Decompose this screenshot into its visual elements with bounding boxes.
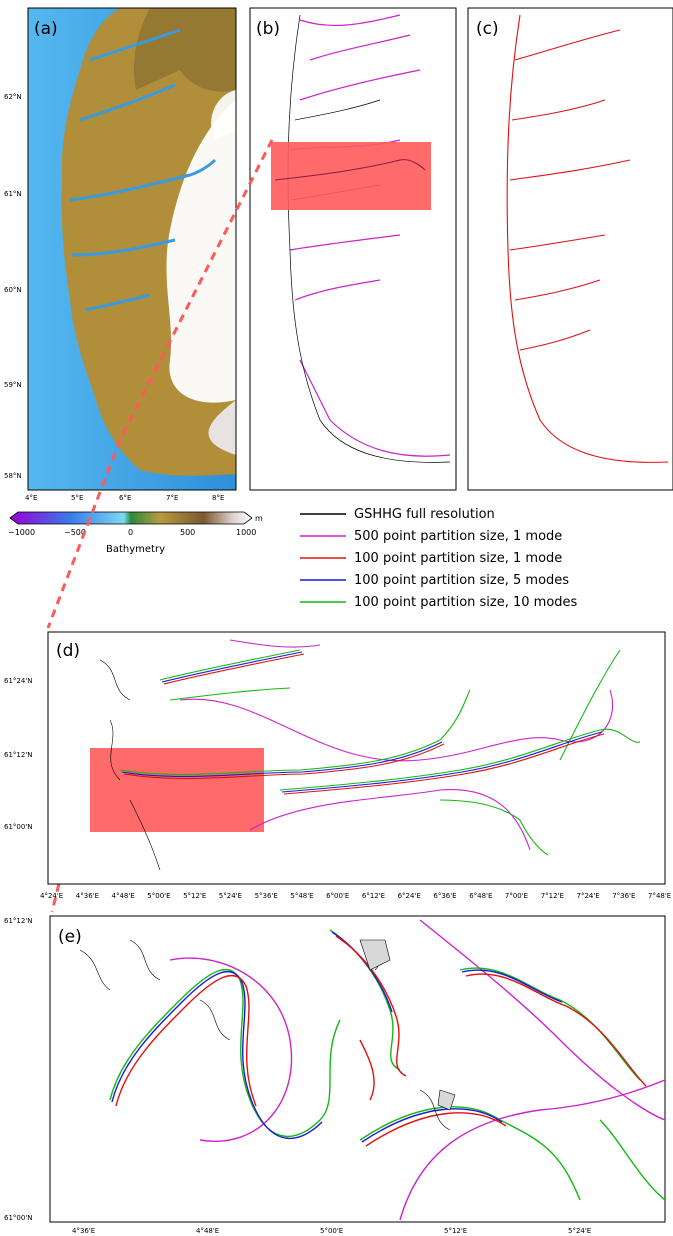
lat-ticks-d: 61°24'N 61°12'N 61°00'N (4, 677, 32, 831)
lon-ticks-d: 4°24'E 4°36'E 4°48'E 5°00'E 5°12'E 5°24'E 5°36… (40, 892, 671, 900)
lon-tick: 7°24'E (577, 892, 600, 900)
colorbar-tick: 1000 (236, 528, 256, 537)
panel-e: (e) 61°12'N 61°00'N 4°36'E 4°48'E 5°00'E… (4, 915, 666, 1235)
lon-tick: 5°12'E (183, 892, 206, 900)
legend-label: GSHHG full resolution (354, 507, 495, 522)
lat-tick: 61°00'N (4, 1214, 32, 1222)
lon-tick: 7°36'E (612, 892, 635, 900)
panel-label-d: (d) (56, 641, 80, 661)
lat-tick: 61°24'N (4, 677, 32, 685)
lon-tick: 5°36'E (255, 892, 278, 900)
legend-label: 100 point partition size, 10 modes (354, 595, 578, 610)
panel-a: (a) 62°N 61°N 60°N 59°N 58°N 4°E 5°E 6°E… (4, 7, 237, 502)
legend-label: 500 point partition size, 1 mode (354, 529, 562, 544)
colorbar-unit: m (255, 514, 263, 523)
lat-tick: 62°N (4, 93, 22, 101)
lon-tick: 5°12'E (444, 1227, 467, 1235)
legend-label: 100 point partition size, 1 mode (354, 551, 562, 566)
lat-ticks-a: 62°N 61°N 60°N 59°N 58°N (4, 93, 22, 480)
lon-tick: 6°E (119, 494, 131, 502)
lon-tick: 6°24'E (398, 892, 421, 900)
panel-d: (d) 61°24'N 61°12'N 61°00'N 4°24'E 4°36'E… (4, 631, 671, 900)
lat-tick: 59°N (4, 381, 22, 389)
lon-tick: 7°E (166, 494, 178, 502)
highlight-box-d (90, 748, 264, 832)
lon-tick: 8°E (212, 494, 224, 502)
lon-tick: 6°00'E (326, 892, 349, 900)
colorbar-title: Bathymetry (106, 544, 165, 555)
lat-tick: 61°00'N (4, 823, 32, 831)
lon-tick: 6°12'E (362, 892, 385, 900)
lon-tick: 7°12'E (541, 892, 564, 900)
lon-tick: 5°24'E (568, 1227, 591, 1235)
colorbar-tick: −1000 (8, 528, 35, 537)
panel-c: (c) (467, 7, 673, 491)
lat-tick: 58°N (4, 472, 22, 480)
legend-label: 100 point partition size, 5 modes (354, 573, 569, 588)
panel-label-c: (c) (476, 19, 499, 39)
lon-ticks-e: 4°36'E 4°48'E 5°00'E 5°12'E 5°24'E (72, 1227, 591, 1235)
lon-tick: 4°48'E (112, 892, 135, 900)
lon-ticks-a: 4°E 5°E 6°E 7°E 8°E (25, 494, 224, 502)
colorbar: m −1000 −500 0 500 1000 Bathymetry (8, 511, 263, 555)
colorbar-tick: 500 (180, 528, 195, 537)
lon-tick: 4°E (25, 494, 37, 502)
panel-b: (b) (249, 7, 457, 491)
panel-label-a: (a) (34, 19, 58, 39)
legend: GSHHG full resolution 500 point partitio… (300, 507, 578, 610)
highlight-box-b (271, 142, 431, 210)
lon-tick: 6°36'E (433, 892, 456, 900)
lon-tick: 4°24'E (40, 892, 63, 900)
lon-tick: 5°00'E (320, 1227, 343, 1235)
lon-tick: 4°36'E (76, 892, 99, 900)
lat-ticks-e: 61°12'N 61°00'N (4, 917, 32, 1222)
lat-tick: 61°12'N (4, 917, 32, 925)
lon-tick: 7°48'E (648, 892, 671, 900)
lon-tick: 5°00'E (147, 892, 170, 900)
lon-tick: 5°24'E (219, 892, 242, 900)
colorbar-tick: 0 (128, 528, 133, 537)
lon-tick: 7°00'E (505, 892, 528, 900)
lon-tick: 5°48'E (290, 892, 313, 900)
colorbar-tick: −500 (64, 528, 86, 537)
panel-label-e: (e) (58, 927, 82, 947)
lon-tick: 6°48'E (469, 892, 492, 900)
lon-tick: 5°E (71, 494, 83, 502)
lon-tick: 4°48'E (196, 1227, 219, 1235)
lat-tick: 61°N (4, 190, 22, 198)
lon-tick: 4°36'E (72, 1227, 95, 1235)
panel-label-b: (b) (256, 19, 280, 39)
lat-tick: 60°N (4, 286, 22, 294)
lat-tick: 61°12'N (4, 751, 32, 759)
